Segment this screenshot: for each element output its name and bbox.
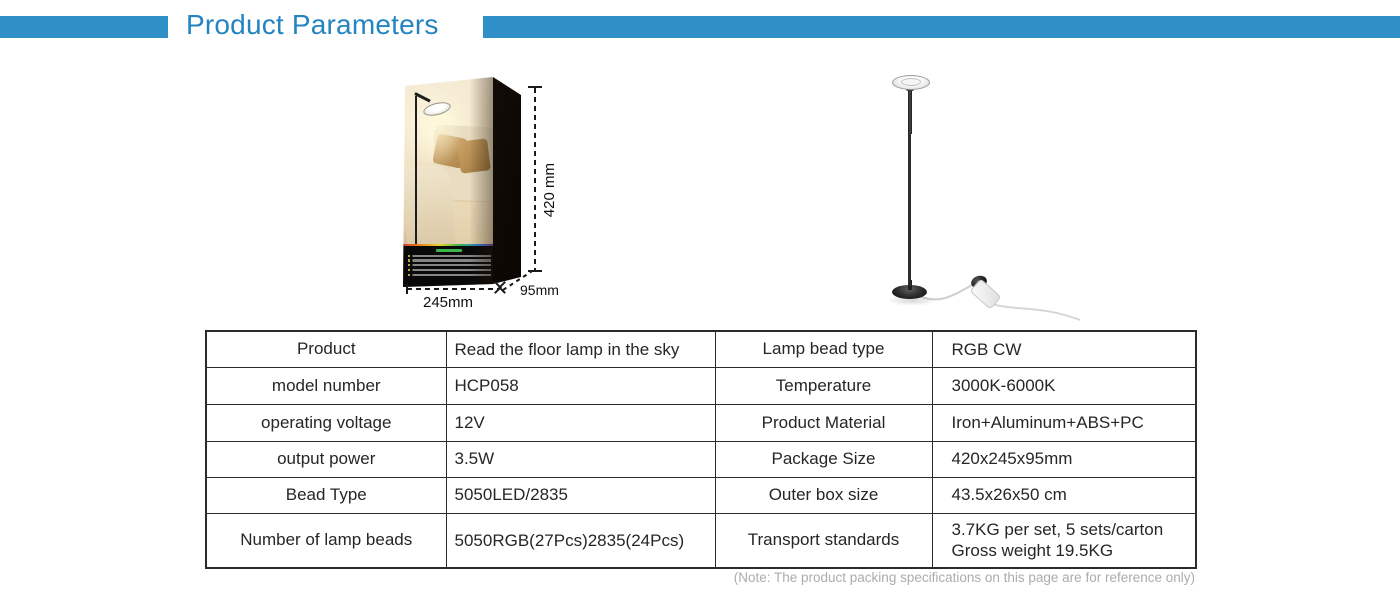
pillow-illustration	[457, 138, 491, 174]
reference-note: (Note: The product packing specification…	[733, 570, 1195, 585]
lamp-arm-illustration	[414, 92, 431, 103]
table-row: Product Read the floor lamp in the sky L…	[205, 330, 1197, 368]
lamp-shade-illustration	[421, 99, 453, 119]
table-cell-value: 12V	[445, 403, 716, 442]
table-row: Bead Type 5050LED/2835 Outer box size 43…	[205, 476, 1197, 514]
table-cell-label: model number	[205, 366, 447, 405]
table-cell-label: Package Size	[714, 440, 933, 478]
package-box-figure	[403, 74, 533, 294]
table-cell-label: Product Material	[714, 403, 933, 442]
table-cell-label: Temperature	[714, 366, 933, 405]
width-dimension-cap-left	[406, 284, 408, 294]
height-dimension-line	[534, 88, 536, 270]
lamp-pole-upper	[907, 90, 912, 134]
table-cell-label: output power	[205, 440, 447, 478]
lamp-base-illustration	[406, 252, 427, 259]
table-cell-value: Iron+Aluminum+ABS+PC	[931, 403, 1197, 442]
table-cell-value: 3.7KG per set, 5 sets/carton Gross weigh…	[931, 512, 1197, 569]
table-cell-value: HCP058	[445, 366, 716, 405]
table-cell-label: operating voltage	[205, 403, 447, 442]
width-dimension-label: 245mm	[423, 294, 474, 311]
height-dimension-cap-top	[528, 86, 542, 88]
page-title: Product Parameters	[186, 9, 439, 40]
table-cell-value: Read the floor lamp in the sky	[445, 330, 716, 368]
table-cell-label: Outer box size	[714, 476, 933, 514]
width-dimension-line	[407, 288, 499, 290]
table-cell-value: 3.5W	[445, 440, 716, 478]
floor-lamp-product-image	[880, 66, 1090, 326]
table-cell-label: Number of lamp beads	[205, 512, 447, 569]
warning-text-line	[408, 268, 491, 272]
sofa-seat-illustration	[429, 202, 493, 286]
table-row: output power 3.5W Package Size 420x245x9…	[205, 440, 1197, 478]
spec-table: Product Read the floor lamp in the sky L…	[205, 330, 1197, 569]
lamp-shade-ring	[901, 78, 921, 86]
table-cell-label: Lamp bead type	[714, 330, 933, 368]
sofa-back-illustration	[431, 124, 493, 202]
table-cell-value: 3000K-6000K	[931, 366, 1197, 405]
height-dimension-cap-bottom	[528, 270, 542, 272]
warning-text-line	[408, 259, 491, 262]
table-cell-label: Transport standards	[714, 512, 933, 569]
table-row: model number HCP058 Temperature 3000K-60…	[205, 366, 1197, 405]
table-row: operating voltage 12V Product Material I…	[205, 403, 1197, 442]
lamp-base	[892, 285, 927, 299]
table-cell-value: 5050RGB(27Pcs)2835(24Pcs)	[445, 512, 716, 569]
depth-dimension-label: 95mm	[520, 282, 559, 298]
lamp-pole-illustration	[415, 96, 418, 256]
table-cell-label: Bead Type	[205, 476, 447, 514]
warning-text-line	[408, 254, 491, 257]
box-warning-panel	[403, 244, 493, 287]
table-cell-value: 5050LED/2835	[445, 476, 716, 514]
warning-text-line	[408, 273, 491, 276]
package-box-front-face	[403, 77, 493, 287]
table-cell-label: Product	[205, 330, 447, 368]
sofa-armrest-illustration	[403, 164, 457, 260]
height-dimension-label: 420 mm	[541, 163, 558, 218]
lamp-shadow	[886, 295, 938, 306]
lamp-glow-illustration	[413, 110, 465, 168]
table-cell-value: 43.5x26x50 cm	[931, 476, 1197, 514]
header-accent-bar-right	[483, 16, 1400, 38]
table-row: Number of lamp beads 5050RGB(27Pcs)2835(…	[205, 512, 1197, 569]
package-box-side-face	[493, 77, 521, 284]
lamp-pole-lower	[908, 134, 911, 286]
table-cell-value: 420x245x95mm	[931, 440, 1197, 478]
table-cell-value: RGB CW	[931, 330, 1197, 368]
header-accent-bar-left	[0, 16, 168, 38]
pillow-illustration	[432, 133, 468, 169]
warning-text-line	[408, 264, 491, 267]
warning-title-bar	[436, 248, 462, 252]
rainbow-strip	[403, 244, 493, 246]
